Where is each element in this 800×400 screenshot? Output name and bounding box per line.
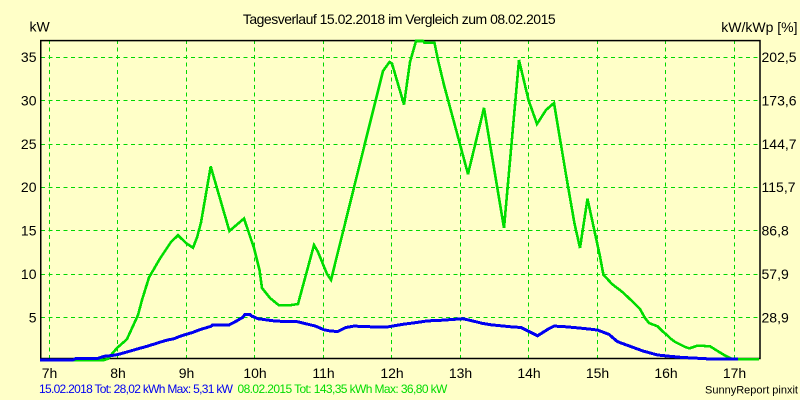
svg-text:9h: 9h (179, 365, 195, 381)
svg-text:144,7: 144,7 (762, 136, 797, 152)
svg-text:kW/kWp [%]: kW/kWp [%] (721, 19, 797, 35)
svg-text:10: 10 (21, 266, 37, 282)
svg-text:15.02.2018 Tot: 28,02 kWh Max:: 15.02.2018 Tot: 28,02 kWh Max: 5,31 kW (39, 382, 234, 396)
svg-text:202,5: 202,5 (762, 49, 797, 65)
svg-text:Tagesverlauf 15.02.2018 im Ver: Tagesverlauf 15.02.2018 im Vergleich zum… (243, 11, 556, 27)
svg-text:35: 35 (21, 49, 37, 65)
svg-text:30: 30 (21, 93, 37, 109)
svg-text:15: 15 (21, 223, 37, 239)
svg-text:57,9: 57,9 (762, 266, 789, 282)
svg-text:7h: 7h (42, 365, 58, 381)
svg-text:86,8: 86,8 (762, 223, 789, 239)
svg-text:17h: 17h (723, 365, 746, 381)
svg-text:15h: 15h (586, 365, 609, 381)
svg-text:10h: 10h (243, 365, 266, 381)
svg-text:20: 20 (21, 179, 37, 195)
svg-text:kW: kW (30, 19, 51, 35)
svg-text:173,6: 173,6 (762, 93, 797, 109)
svg-text:16h: 16h (654, 365, 677, 381)
svg-text:5: 5 (29, 309, 37, 325)
svg-text:08.02.2015 Tot: 143,35 kWh Max: 08.02.2015 Tot: 143,35 kWh Max: 36,80 kW (238, 382, 449, 396)
svg-text:12h: 12h (380, 365, 403, 381)
svg-text:14h: 14h (517, 365, 540, 381)
svg-text:11h: 11h (312, 365, 334, 381)
svg-text:SunnyReport pinxit: SunnyReport pinxit (705, 385, 798, 397)
svg-text:115,7: 115,7 (762, 179, 796, 195)
svg-text:28,9: 28,9 (762, 309, 789, 325)
svg-text:25: 25 (21, 136, 37, 152)
svg-text:13h: 13h (449, 365, 472, 381)
svg-text:8h: 8h (110, 365, 126, 381)
